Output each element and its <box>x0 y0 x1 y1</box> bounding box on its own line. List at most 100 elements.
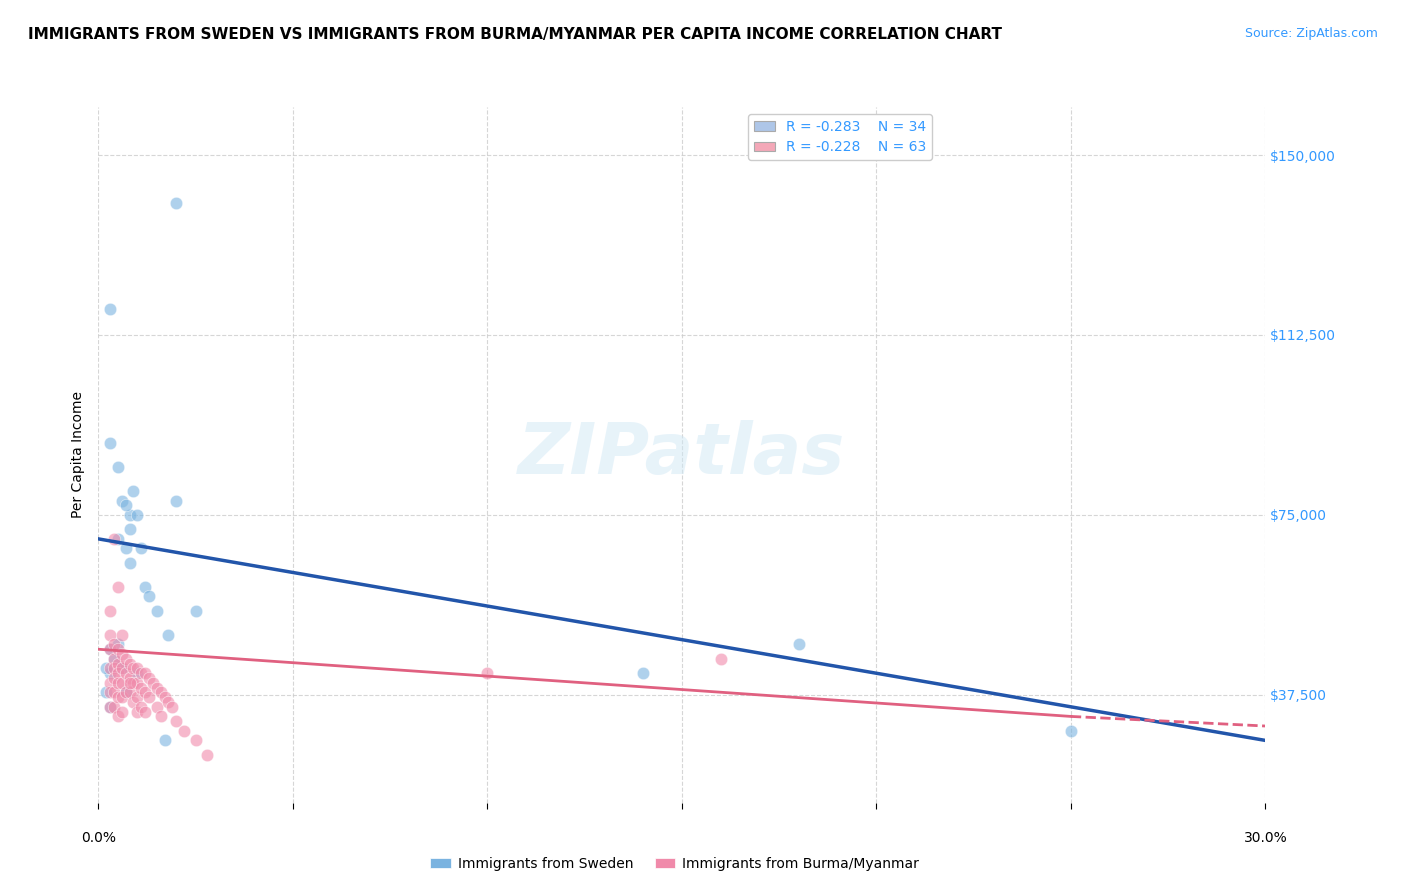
Point <box>107 666 129 681</box>
Point <box>165 196 187 211</box>
Point <box>157 695 180 709</box>
Point <box>98 436 121 450</box>
Point <box>98 628 121 642</box>
Text: ZIPatlas: ZIPatlas <box>519 420 845 490</box>
Point <box>184 733 207 747</box>
Point <box>157 628 180 642</box>
Point <box>127 666 149 681</box>
Point <box>149 709 172 723</box>
Point <box>129 666 152 681</box>
Point <box>118 685 141 699</box>
Point <box>98 699 121 714</box>
Point <box>107 580 129 594</box>
Point <box>114 541 136 556</box>
Point <box>111 705 134 719</box>
Point <box>138 671 160 685</box>
Point <box>134 705 156 719</box>
Point <box>129 681 152 695</box>
Point <box>103 699 125 714</box>
Point <box>127 508 149 522</box>
Point <box>111 690 134 705</box>
Point <box>98 301 121 316</box>
Point <box>107 676 129 690</box>
Point <box>146 604 169 618</box>
Point <box>118 676 141 690</box>
Point <box>103 671 125 685</box>
Point <box>98 604 121 618</box>
Point <box>98 676 121 690</box>
Point <box>710 652 733 666</box>
Point <box>114 652 136 666</box>
Point <box>477 666 499 681</box>
Point <box>153 733 176 747</box>
Point <box>103 532 125 546</box>
Text: 0.0%: 0.0% <box>82 830 115 845</box>
Point <box>118 657 141 671</box>
Legend: Immigrants from Sweden, Immigrants from Burma/Myanmar: Immigrants from Sweden, Immigrants from … <box>425 851 925 876</box>
Point <box>111 647 134 661</box>
Point <box>111 676 134 690</box>
Point <box>107 459 129 474</box>
Point <box>127 661 149 675</box>
Point <box>96 661 118 675</box>
Point <box>107 637 129 651</box>
Point <box>162 699 184 714</box>
Point <box>114 685 136 699</box>
Point <box>98 685 121 699</box>
Point <box>1060 723 1083 738</box>
Point <box>127 676 149 690</box>
Point <box>165 493 187 508</box>
Point <box>134 666 156 681</box>
Point <box>111 628 134 642</box>
Point <box>103 652 125 666</box>
Point <box>107 642 129 657</box>
Point <box>153 690 176 705</box>
Point <box>129 699 152 714</box>
Point <box>103 661 125 675</box>
Point <box>114 666 136 681</box>
Point <box>98 642 121 657</box>
Point <box>122 676 145 690</box>
Point <box>134 685 156 699</box>
Point <box>122 695 145 709</box>
Point <box>107 657 129 671</box>
Point <box>173 723 195 738</box>
Text: 30.0%: 30.0% <box>1243 830 1288 845</box>
Point <box>111 661 134 675</box>
Point <box>184 604 207 618</box>
Point <box>103 685 125 699</box>
Point <box>103 637 125 651</box>
Point <box>127 690 149 705</box>
Point <box>111 661 134 675</box>
Point <box>98 642 121 657</box>
Point <box>107 532 129 546</box>
Point <box>787 637 810 651</box>
Point <box>134 580 156 594</box>
Point <box>114 498 136 512</box>
Point <box>146 681 169 695</box>
Point <box>122 483 145 498</box>
Point <box>631 666 654 681</box>
Point <box>98 699 121 714</box>
Text: Source: ZipAtlas.com: Source: ZipAtlas.com <box>1244 27 1378 40</box>
Point <box>146 699 169 714</box>
Point <box>114 685 136 699</box>
Point <box>118 671 141 685</box>
Point <box>118 508 141 522</box>
Text: IMMIGRANTS FROM SWEDEN VS IMMIGRANTS FROM BURMA/MYANMAR PER CAPITA INCOME CORREL: IMMIGRANTS FROM SWEDEN VS IMMIGRANTS FRO… <box>28 27 1002 42</box>
Y-axis label: Per Capita Income: Per Capita Income <box>70 392 84 518</box>
Point <box>195 747 218 762</box>
Point <box>138 690 160 705</box>
Point <box>111 493 134 508</box>
Point <box>138 590 160 604</box>
Point <box>96 685 118 699</box>
Legend: R = -0.283    N = 34, R = -0.228    N = 63: R = -0.283 N = 34, R = -0.228 N = 63 <box>748 114 932 160</box>
Point <box>98 661 121 675</box>
Point <box>118 556 141 570</box>
Point <box>165 714 187 729</box>
Point <box>98 666 121 681</box>
Point <box>122 661 145 675</box>
Point <box>149 685 172 699</box>
Point <box>107 690 129 705</box>
Point <box>107 709 129 723</box>
